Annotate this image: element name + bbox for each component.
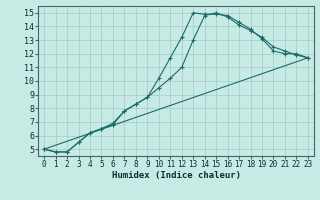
X-axis label: Humidex (Indice chaleur): Humidex (Indice chaleur) — [111, 171, 241, 180]
